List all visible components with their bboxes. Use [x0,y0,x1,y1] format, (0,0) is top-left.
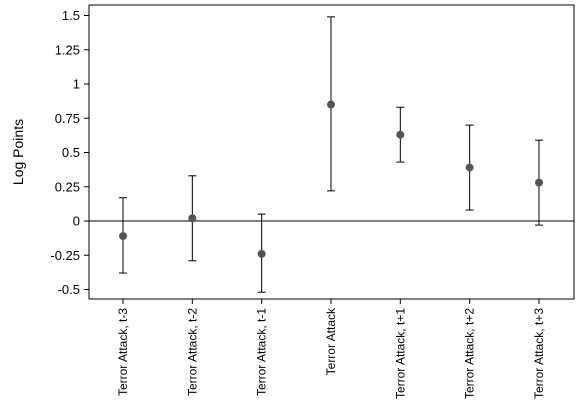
y-tick-label: 1.25 [55,42,80,57]
y-tick-label: 0.75 [55,111,80,126]
y-tick-label: 0 [73,214,80,229]
point-estimate [326,100,335,109]
x-category-label: Terror Attack, t-3 [116,308,130,396]
point-estimate [257,249,266,258]
x-category-label: Terror Attack, t+3 [532,308,546,399]
y-tick-label: 0.5 [62,145,80,160]
y-tick-label: 1 [73,77,80,92]
plot-frame [88,4,575,300]
y-axis: 1.5 1.25 1 0.75 0.5 0.25 0 -0.25 -0.5 [50,8,89,297]
error-bar-points [119,16,543,293]
x-category-label: Terror Attack, t-2 [185,308,199,396]
y-tick-label: -0.25 [50,248,80,263]
y-tick-label: 1.5 [62,8,80,23]
point-estimate [396,130,405,139]
x-axis: Terror Attack, t-3 Terror Attack, t-2 Terr… [116,299,546,399]
point-estimate [119,232,127,241]
point-estimate [188,214,197,223]
y-axis-title: Log Points [10,119,26,185]
y-tick-label: -0.5 [58,282,80,297]
point-estimate [465,163,474,172]
x-category-label: Terror Attack, t-1 [255,308,269,396]
x-category-label: Terror Attack [324,307,338,375]
point-estimate [534,178,543,187]
x-category-label: Terror Attack, t+1 [393,308,407,399]
y-tick-label: 0.25 [55,179,80,194]
x-category-label: Terror Attack, t+2 [463,308,477,399]
